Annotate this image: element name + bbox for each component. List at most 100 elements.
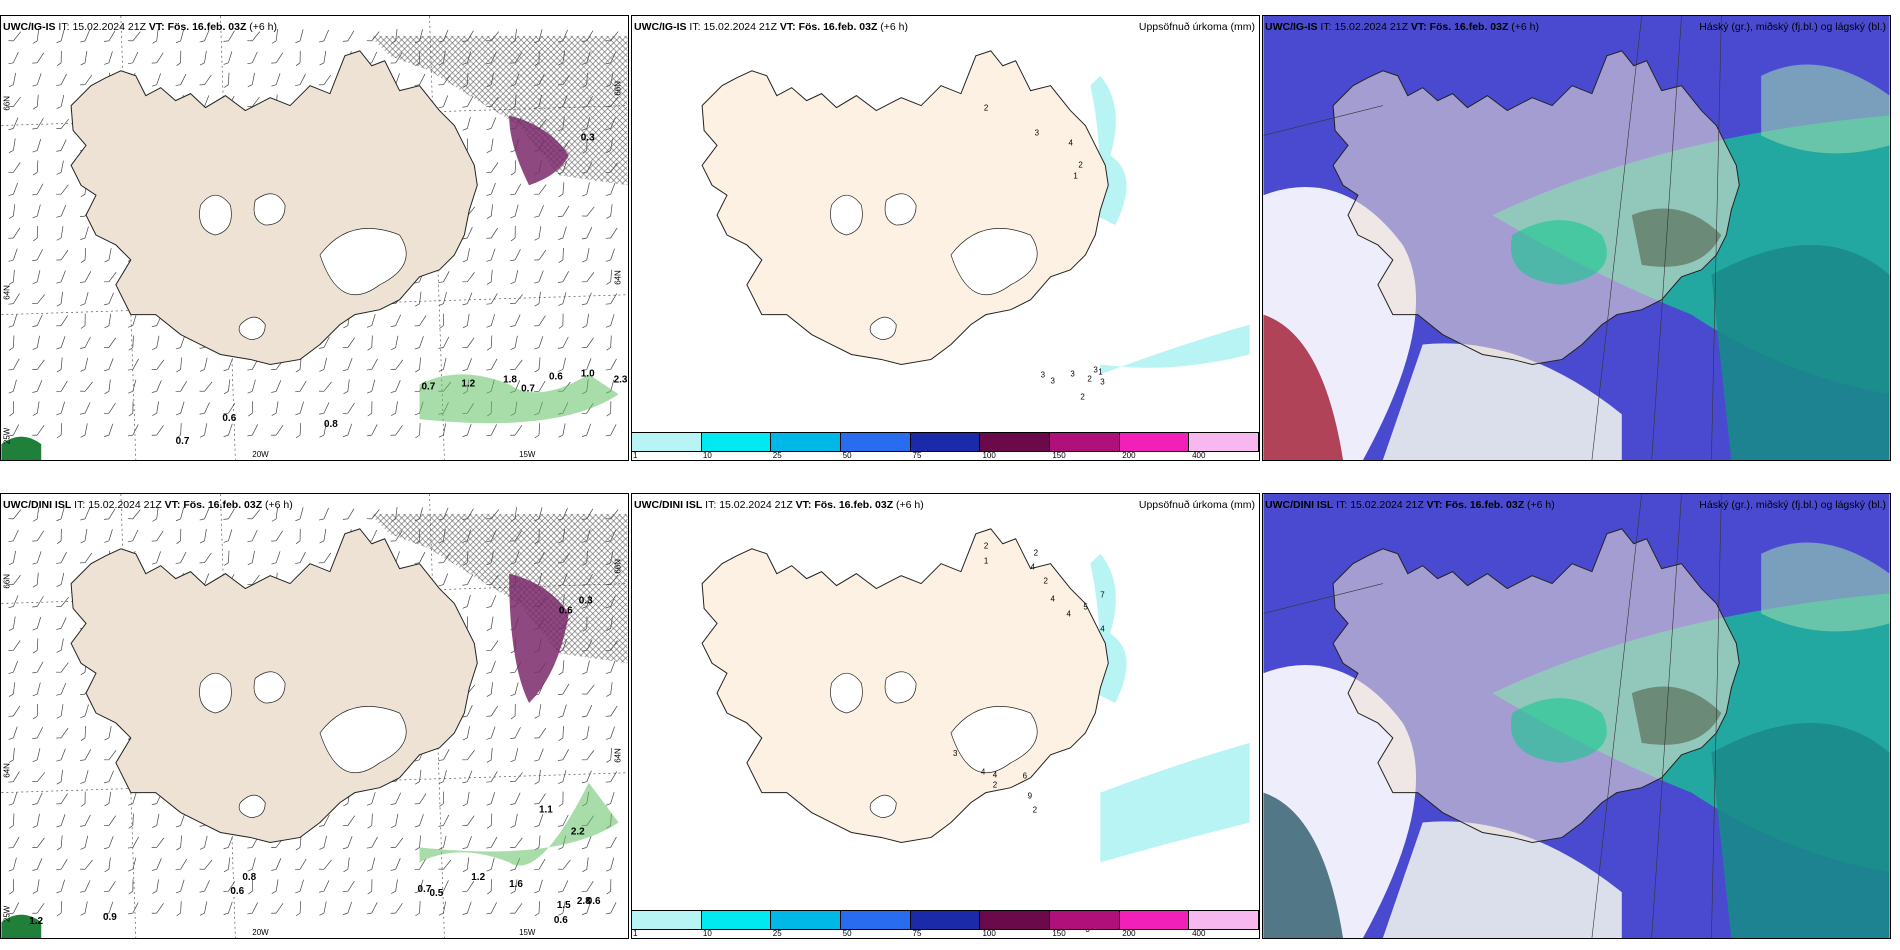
wind-barb <box>414 814 424 828</box>
lead-time: (+6 h) <box>880 21 909 33</box>
wind-barb <box>390 380 401 393</box>
map-value-label: 2 <box>1078 160 1083 169</box>
colorbar-tick: 150 <box>1052 451 1066 460</box>
wind-barb <box>32 572 39 588</box>
map-value-label: 0.8 <box>324 419 338 430</box>
wind-barb <box>56 835 63 851</box>
wind-barb <box>534 769 541 785</box>
wind-barb <box>248 401 253 417</box>
wind-barb <box>128 314 137 328</box>
wind-barb <box>486 117 497 131</box>
wind-barb <box>534 249 547 261</box>
wind-barb <box>510 249 521 262</box>
wind-barb <box>80 423 88 438</box>
model-name: UWC/DINI ISL <box>634 499 703 511</box>
map-value-label: 1.5 <box>557 900 571 911</box>
valid-time: Fös. 16.feb. 03Z <box>814 499 894 511</box>
graticule-line <box>1711 16 1722 460</box>
wind-barb <box>224 550 230 566</box>
wind-barb <box>176 423 182 439</box>
wind-barb <box>534 423 540 439</box>
wind-barb <box>271 73 281 87</box>
wind-barb <box>581 770 592 784</box>
wind-barb <box>581 684 595 695</box>
wind-barb <box>32 138 42 153</box>
wind-barb <box>581 881 594 892</box>
wind-barb <box>32 813 40 828</box>
wind-barb <box>8 51 19 65</box>
latitude-label: 64N <box>614 748 623 763</box>
wind-barb <box>582 857 589 873</box>
map-value-label: 3 <box>953 749 958 758</box>
wind-barb <box>8 204 16 219</box>
wind-barb <box>462 116 471 131</box>
wind-barb <box>56 249 69 261</box>
wind-barb <box>605 705 618 717</box>
wind-barb <box>534 901 540 917</box>
wind-barb <box>80 770 89 784</box>
wind-barb <box>32 94 39 110</box>
wind-barb <box>80 859 93 870</box>
wind-barb <box>56 769 63 785</box>
wind-barb <box>103 750 117 761</box>
map-value-label: 0.8 <box>242 872 256 883</box>
wind-barb <box>462 248 470 263</box>
wind-barb <box>80 704 89 719</box>
wind-barb <box>80 749 92 761</box>
model-name: UWC/IG-IS <box>1265 21 1318 33</box>
wind-barb <box>295 901 302 917</box>
wind-barb <box>32 661 44 674</box>
valid-time-label: VT: <box>1426 499 1443 511</box>
low-cloud-field <box>1711 244 1890 460</box>
colorbar-tick: 50 <box>842 451 852 460</box>
wind-barb <box>128 335 134 351</box>
wind-barb <box>104 313 112 329</box>
wind-barb <box>486 705 499 717</box>
map-value-label: 1 <box>1073 171 1078 180</box>
wind-barb <box>32 596 44 608</box>
wind-barb <box>581 227 593 240</box>
wind-barb <box>223 508 235 520</box>
wind-barb <box>199 507 210 521</box>
wind-barb <box>295 401 304 416</box>
lead-time: (+6 h) <box>1511 21 1540 33</box>
wind-barb <box>32 359 45 370</box>
wind-barb <box>366 836 378 849</box>
wind-barb <box>486 248 496 262</box>
wind-barb <box>8 269 15 285</box>
map-canvas <box>1263 16 1890 460</box>
wind-barb <box>80 835 89 850</box>
map-value-label: 6 <box>1023 772 1028 781</box>
wind-barb <box>582 313 589 329</box>
wind-barb <box>176 835 182 851</box>
wind-barb <box>366 792 376 806</box>
wind-barb <box>295 357 302 373</box>
wind-barb <box>605 182 616 196</box>
wind-barb <box>56 596 69 607</box>
field-title: Háský (gr.), miðský (fj.bl.) og lágský (… <box>1699 21 1886 33</box>
wind-barb <box>32 425 45 436</box>
wind-barb <box>199 901 208 916</box>
wind-barb <box>128 379 137 394</box>
wind-barb <box>319 528 327 544</box>
colorbar-segment <box>1050 911 1120 929</box>
precip-green-patch <box>419 782 619 866</box>
glacier-outline <box>319 228 407 295</box>
glacier-outline <box>238 794 266 818</box>
wind-barb <box>33 704 38 720</box>
field-title: Háský (gr.), miðský (fj.bl.) og lágský (… <box>1699 499 1886 511</box>
wind-barb <box>199 381 213 392</box>
wind-barb <box>104 248 112 263</box>
map-value-label: 4 <box>981 768 986 777</box>
wind-barb <box>438 271 450 283</box>
wind-barb <box>271 52 283 64</box>
precip-green-patch <box>1 436 42 460</box>
wind-barb <box>175 336 185 350</box>
map-value-label: 2.3 <box>614 374 628 385</box>
glacier-outline <box>199 194 232 236</box>
colorbar-segment <box>910 433 981 451</box>
graticule-line <box>1591 16 1643 460</box>
wind-barb <box>56 507 65 522</box>
wind-barb <box>581 901 591 915</box>
wind-barb <box>319 50 327 66</box>
